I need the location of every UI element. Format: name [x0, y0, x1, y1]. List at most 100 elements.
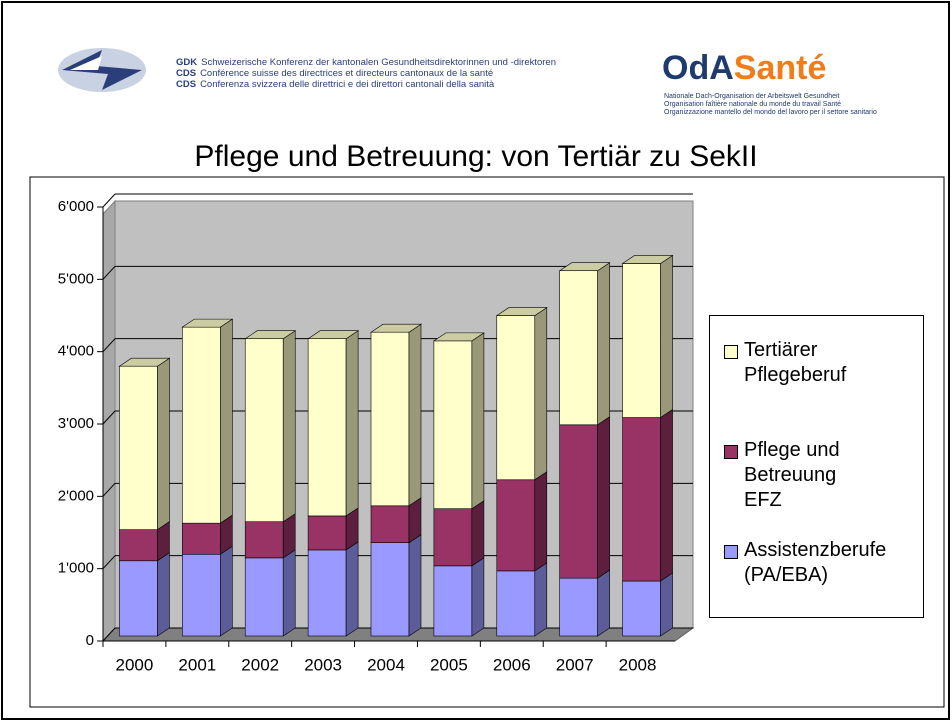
- bar: [559, 577, 598, 637]
- bar: [244, 521, 284, 559]
- bar-side: [534, 307, 548, 481]
- x-tick-label: 2005: [430, 655, 468, 674]
- y-tick-label: 1'000: [58, 560, 94, 577]
- x-tick-label: 2006: [493, 655, 531, 674]
- legend-item: Assistenzberufe (PA/EBA): [724, 538, 939, 588]
- bar: [559, 270, 598, 426]
- x-tick-label: 2001: [178, 655, 216, 674]
- y-tick-label: 5'000: [58, 270, 94, 287]
- abbr: CDS: [176, 79, 196, 90]
- bar-side: [220, 318, 233, 524]
- bar-side: [597, 262, 610, 426]
- slide-title: Pflege und Betreuung: von Tertiär zu Sek…: [194, 140, 757, 173]
- bar-top: [370, 323, 422, 333]
- text: Conferenza svizzera delle direttrici e d…: [200, 79, 495, 90]
- bar-top: [307, 330, 360, 340]
- grid-line: [102, 193, 116, 208]
- oda-line: Organisation faîtière nationale du monde…: [664, 101, 841, 108]
- bar-side: [345, 330, 359, 517]
- x-tick-label: 2004: [367, 655, 405, 674]
- bar: [622, 417, 661, 582]
- bar: [559, 424, 598, 579]
- bar-side: [282, 549, 296, 637]
- x-tick-label: 2003: [304, 655, 342, 674]
- bar: [307, 549, 347, 637]
- gdk-logo: [58, 48, 146, 92]
- bar: [182, 522, 221, 555]
- gdk-line: CDS Conferenza svizzera delle direttrici …: [176, 79, 495, 90]
- bar-side: [660, 254, 673, 419]
- bar-side: [534, 562, 548, 637]
- bar-top: [118, 357, 171, 367]
- grid-line: [102, 410, 116, 425]
- bar-side: [408, 534, 422, 637]
- x-tick-label: 2008: [619, 655, 657, 674]
- bar: [622, 580, 661, 637]
- bar-top: [244, 330, 297, 340]
- bar: [370, 505, 410, 543]
- oda-part: OdA: [662, 49, 734, 87]
- grid-line: [102, 265, 116, 280]
- bar-side: [471, 500, 485, 567]
- bar: [433, 508, 473, 567]
- bar: [244, 557, 284, 637]
- y-tick-label: 6'000: [58, 198, 94, 215]
- bar-side: [471, 332, 485, 510]
- legend-item: Pflege und Betreuung EFZ: [724, 438, 939, 513]
- bar-top: [621, 255, 674, 264]
- bar: [244, 338, 284, 523]
- abbr: GDK: [176, 57, 197, 68]
- grid-line: [102, 555, 116, 570]
- legend-swatch: [724, 345, 738, 359]
- legend-label: Assistenzberufe (PA/EBA): [744, 539, 887, 586]
- gdk-line: CDS Conférence suisse des directrices et …: [176, 68, 493, 79]
- bar-side: [220, 545, 233, 637]
- bar-side: [597, 416, 610, 579]
- oda-part: Santé: [734, 49, 827, 87]
- bar: [370, 542, 410, 637]
- bar-side: [157, 357, 170, 531]
- bar: [119, 529, 158, 562]
- bar-top: [558, 262, 611, 272]
- bar: [182, 553, 221, 637]
- bar-top: [432, 332, 485, 342]
- legend: Tertiärer Pflegeberuf Pflege und Betreuun…: [709, 315, 924, 618]
- bar-side: [345, 541, 359, 637]
- side-wall: [102, 199, 116, 643]
- bar-side: [660, 572, 673, 637]
- bar-top: [181, 318, 234, 328]
- grid-line: [102, 338, 116, 353]
- oda-line: Nationale Dach-Organisation der Arbeitsw…: [664, 93, 840, 100]
- bar: [433, 565, 473, 637]
- grid-line: [102, 482, 116, 497]
- bar: [182, 326, 221, 524]
- bar: [433, 340, 473, 509]
- bar-side: [597, 569, 610, 637]
- bar: [622, 263, 661, 418]
- legend-swatch: [724, 545, 738, 559]
- bar: [496, 315, 536, 481]
- bar: [370, 331, 410, 507]
- bar: [496, 570, 536, 637]
- bar-side: [282, 330, 296, 523]
- y-tick-label: 2'000: [58, 487, 94, 504]
- bar-side: [157, 552, 170, 637]
- legend-swatch: [724, 445, 738, 459]
- oda-logo: OdASanté Nationale Dach-Organisation der …: [662, 49, 877, 116]
- grid-line: [102, 627, 116, 642]
- bar: [307, 338, 347, 517]
- text: Conférence suisse des directrices et dir…: [200, 68, 493, 79]
- bar-side: [534, 471, 548, 572]
- oda-title: OdASanté: [662, 49, 826, 87]
- x-tick-label: 2002: [241, 655, 279, 674]
- legend-label: Pflege und Betreuung EFZ: [744, 439, 840, 511]
- x-tick-label: 2000: [116, 655, 154, 674]
- bar: [119, 560, 158, 637]
- bar-side: [408, 323, 422, 507]
- y-tick-label: 0: [86, 632, 94, 649]
- bar: [496, 479, 536, 572]
- bar: [119, 365, 158, 530]
- abbr: CDS: [176, 68, 196, 79]
- gdk-line: GDK Schweizerische Konferenz der kantonal…: [176, 57, 556, 68]
